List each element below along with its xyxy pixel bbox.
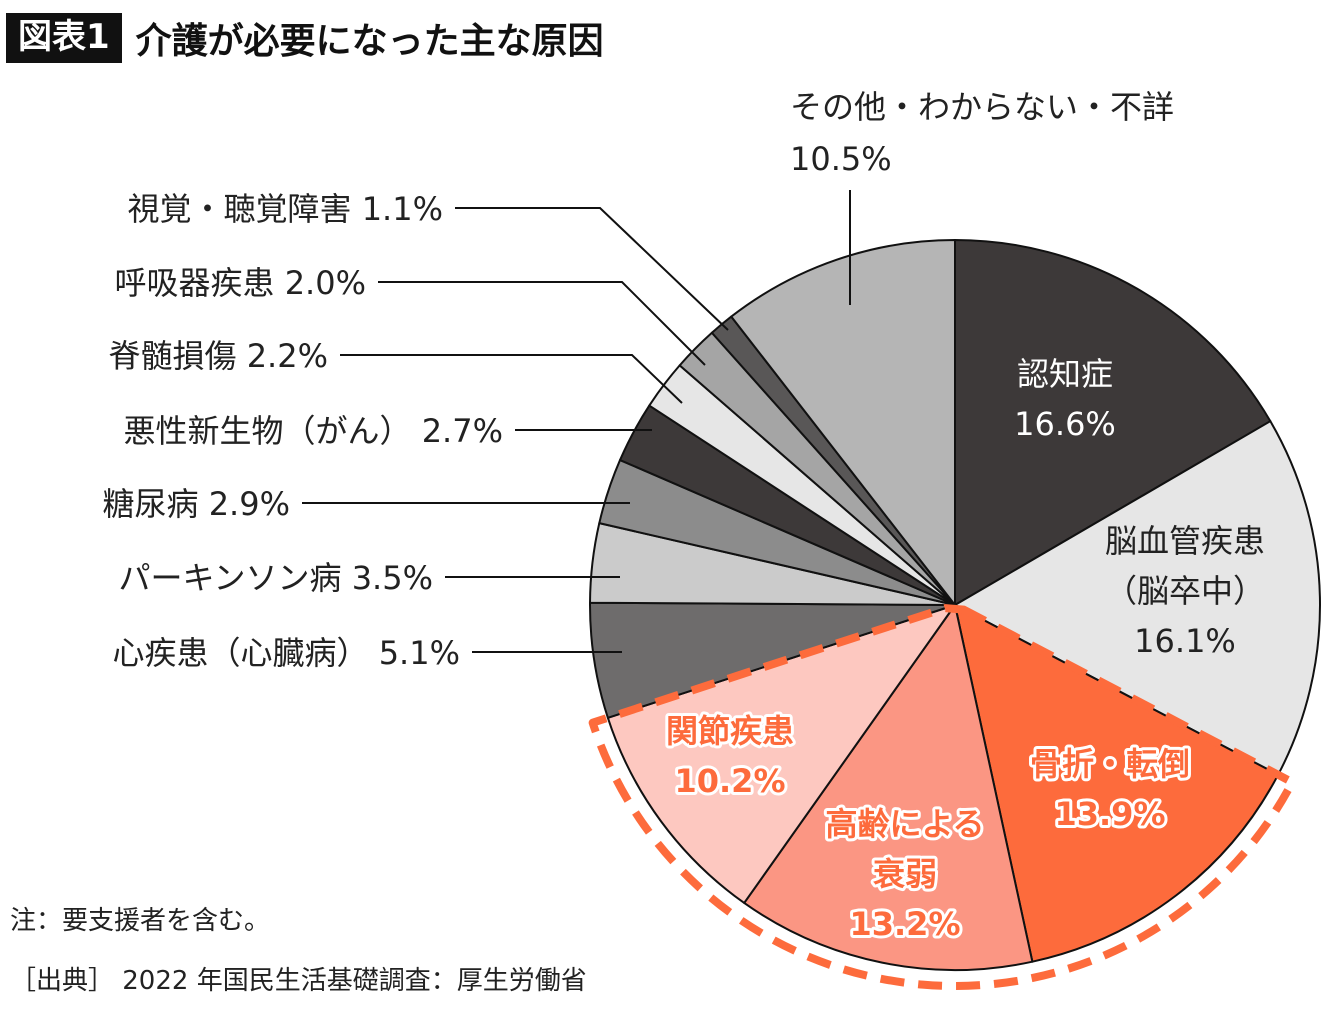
figure-badge: 図表1 xyxy=(6,13,122,63)
slice-outside-label: 脊髄損傷 2.2% xyxy=(109,337,328,375)
chart-source: ［出典］ 2022 年国民生活基礎調査：厚生労働省 xyxy=(10,966,587,996)
slice-outside-label: 呼吸器疾患 2.0% xyxy=(115,264,366,302)
highlight-dashed-outline xyxy=(588,604,1297,990)
slice-name-label: 衰弱 xyxy=(873,855,937,893)
slice-value-label: 10.5% xyxy=(790,140,892,178)
chart-header: 図表1 介護が必要になった主な原因 xyxy=(6,12,604,64)
slice-name-label: 関節疾患 xyxy=(666,712,794,750)
slice-name-label: 高齢による xyxy=(825,805,984,843)
slice-outside-label: パーキンソン病 3.5% xyxy=(118,559,433,597)
slice-name-label: （脳卒中） xyxy=(1105,572,1265,610)
slice-name-label: 脳血管疾患 xyxy=(1105,522,1265,560)
leader-line xyxy=(455,207,729,331)
pie-slice xyxy=(606,604,956,904)
slice-outside-label: 糖尿病 2.9% xyxy=(103,485,290,523)
chart-title: 介護が必要になった主な原因 xyxy=(135,21,604,62)
slice-name-label: 認知症 xyxy=(1017,355,1113,393)
pie-slice xyxy=(730,239,956,606)
slice-value-label: 13.9% xyxy=(1054,795,1165,833)
slice-outside-label: 悪性新生物（がん） 2.7% xyxy=(124,412,503,450)
slice-outside-label: 心疾患（心臓病） 5.1% xyxy=(113,634,460,672)
slice-name-label: 骨折・転倒 xyxy=(1030,745,1190,783)
leader-line xyxy=(378,281,706,366)
slice-value-label: 16.1% xyxy=(1134,622,1236,660)
pie-slice xyxy=(954,239,1272,606)
slice-value-label: 13.2% xyxy=(849,905,960,943)
leader-line xyxy=(340,354,683,404)
slice-value-label: 16.6% xyxy=(1014,405,1116,443)
chart-note: 注：要支援者を含む。 xyxy=(10,906,271,936)
pie-slice xyxy=(743,604,1034,971)
pie-slice xyxy=(954,420,1321,776)
slice-outside-label: 視覚・聴覚障害 1.1% xyxy=(128,190,443,228)
pie-slice xyxy=(954,604,1280,963)
slice-value-label: 10.2% xyxy=(674,762,785,800)
slice-outside-label: その他・わからない・不詳 xyxy=(790,88,1174,126)
